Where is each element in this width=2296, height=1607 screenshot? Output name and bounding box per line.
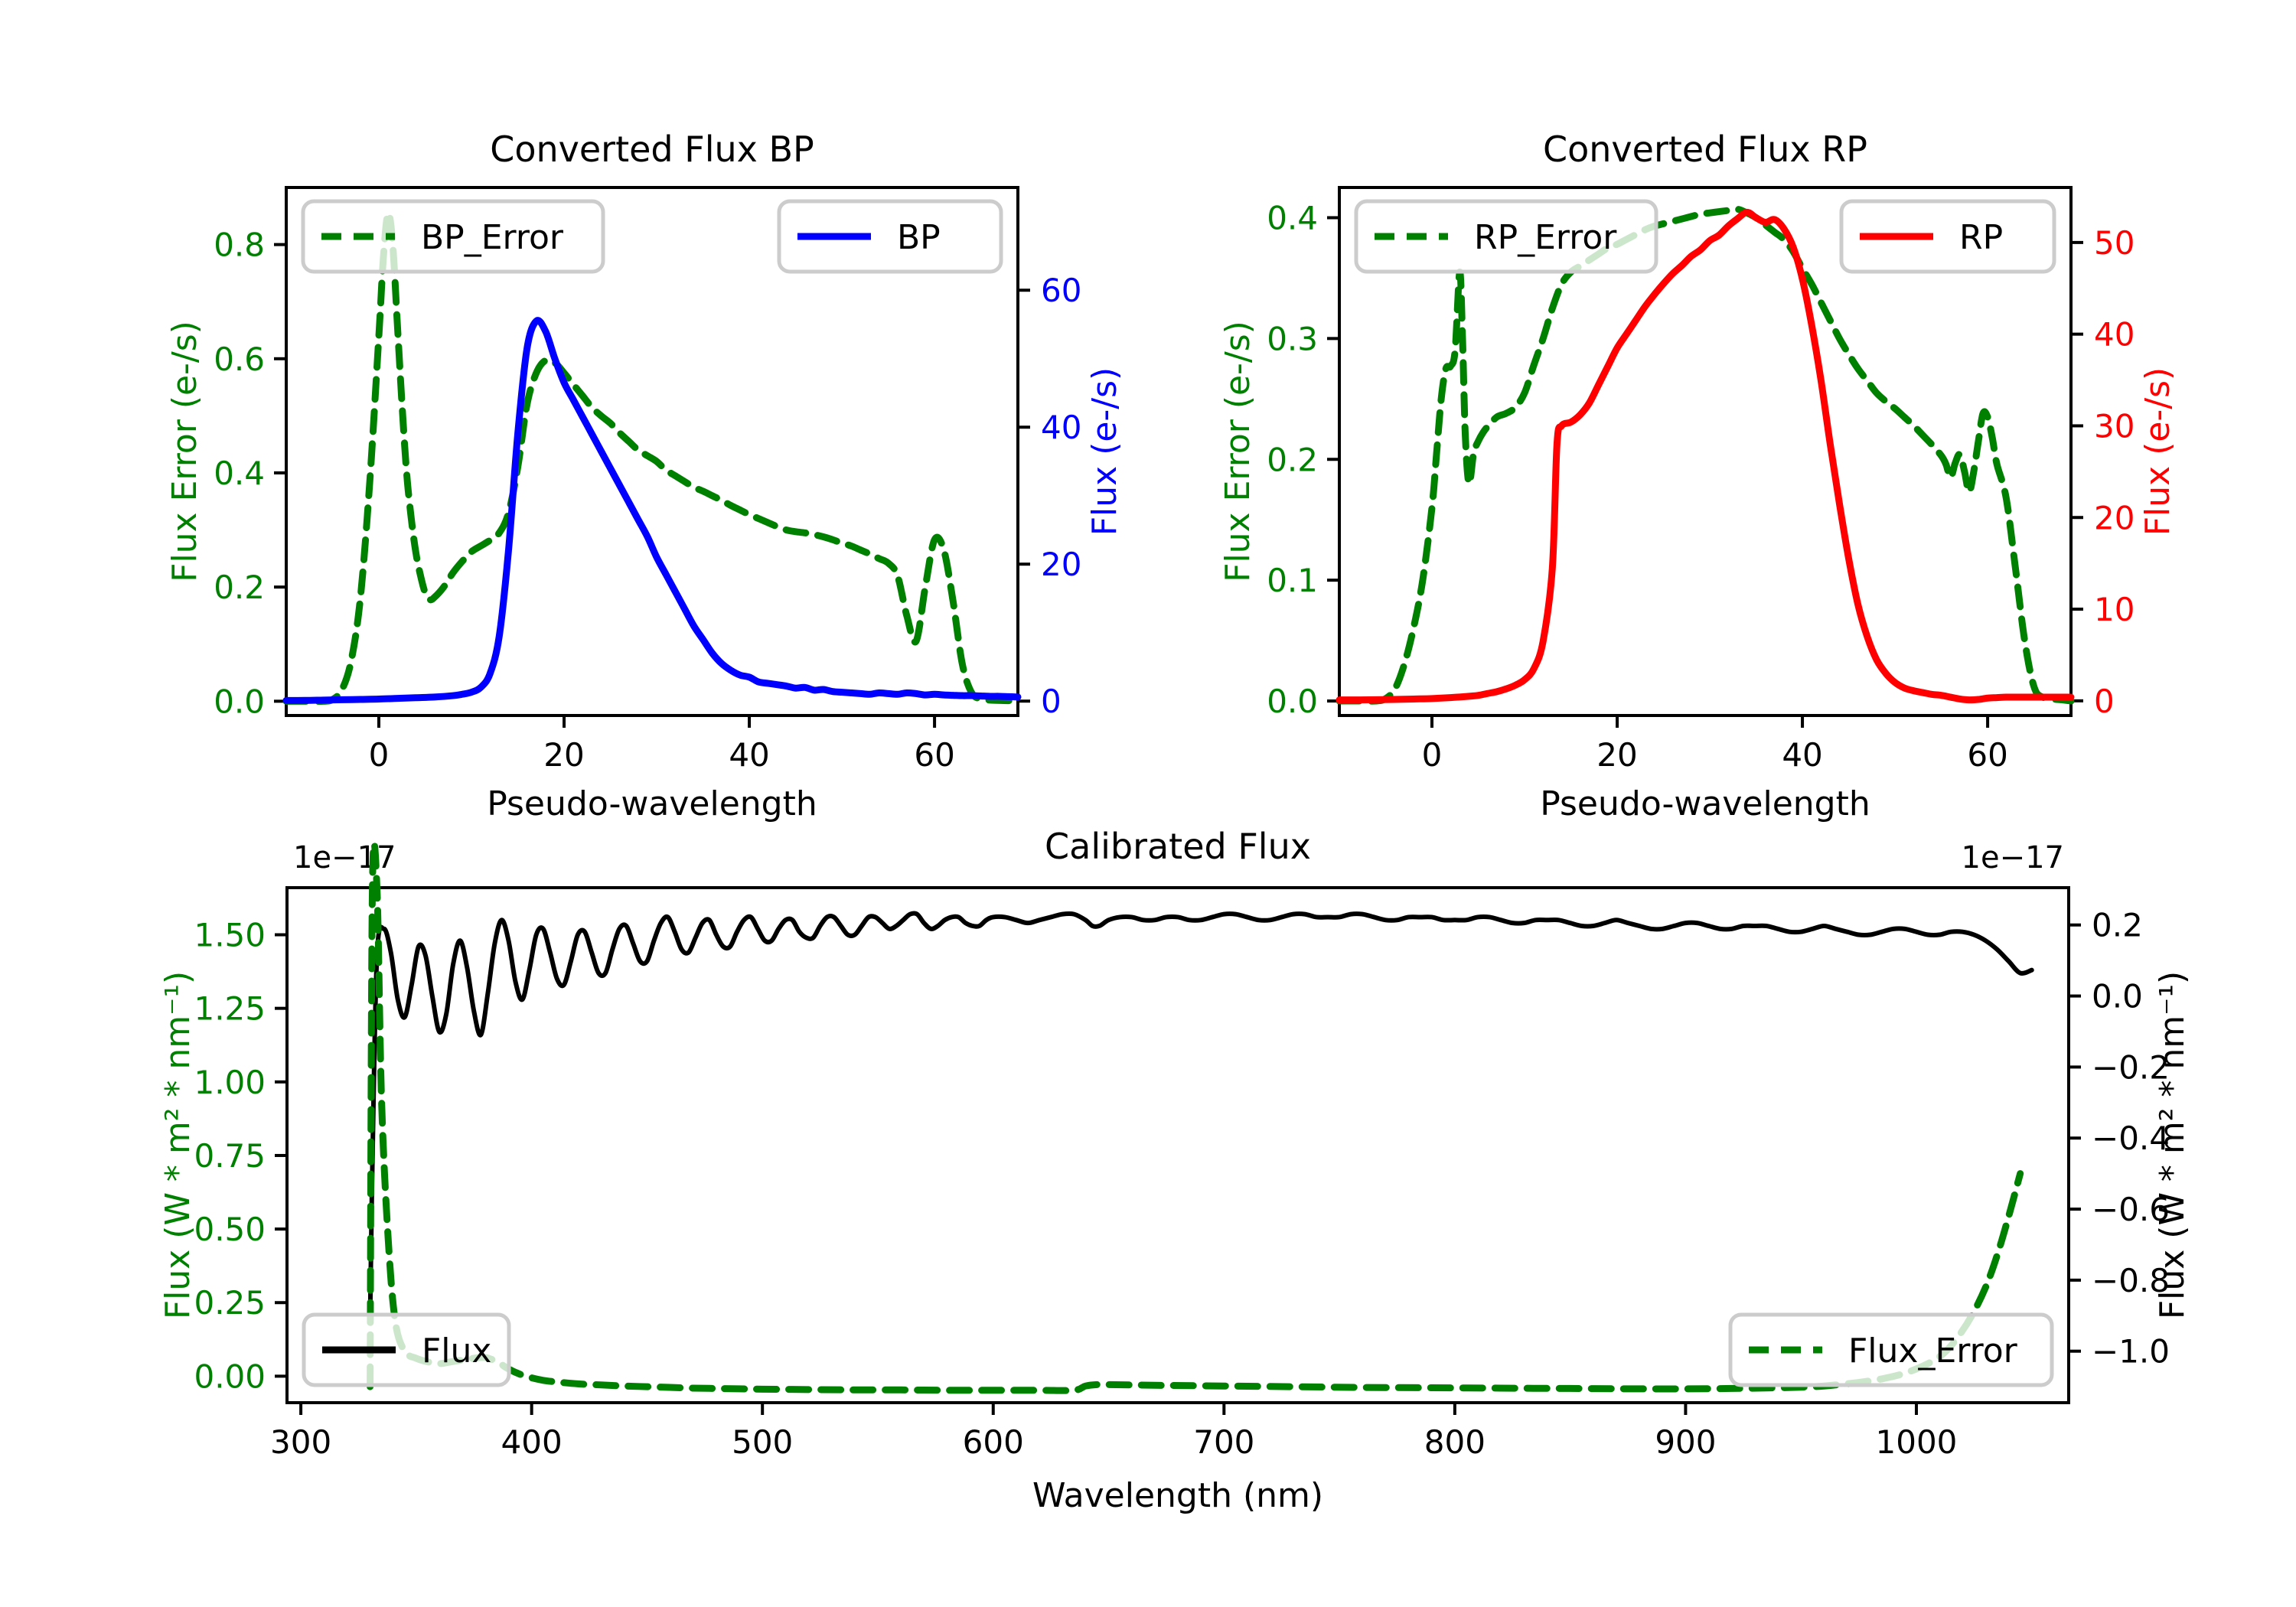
cf-xaxis-label: Wavelength (nm) [1032, 1476, 1323, 1515]
rp-xaxis-label: Pseudo-wavelength [1540, 784, 1870, 823]
bp-xtick-label: 20 [543, 736, 584, 774]
rp-legend-error: RP_Error [1354, 199, 1658, 274]
cf-xtick-label: 1000 [1876, 1423, 1958, 1461]
bp-ytick-label-right: 60 [1041, 272, 1081, 309]
cf-ytick-label-left: 1.00 [194, 1064, 266, 1101]
series-rp [1336, 208, 2075, 704]
bp-ytick-label-left: 0.8 [214, 227, 265, 264]
rp-yaxis-label-left: Flux Error (e-/s) [1218, 321, 1257, 582]
bp-ytick-label-left: 0.4 [214, 455, 265, 492]
cf-ytick-label-right: −0.2 [2092, 1048, 2170, 1086]
rp-xtick-label: 60 [1967, 736, 2007, 774]
rp-ytick-label-right: 10 [2094, 591, 2135, 628]
bp-plot-area [285, 186, 1019, 717]
cf-ytick-label-left: 0.25 [194, 1284, 266, 1322]
bp-xtick-label: 60 [914, 736, 954, 774]
bp-ytick-label-left: 0.0 [214, 683, 265, 720]
bp-legend-error: BP_Error [301, 199, 605, 274]
bp-legend-flux: BP [777, 199, 1003, 274]
bp-panel-title: Converted Flux BP [490, 129, 814, 170]
legend-frame [777, 199, 1003, 274]
cf-yaxis-label-left: Flux (W * m² * nm⁻¹) [158, 971, 197, 1319]
legend-frame [302, 1312, 511, 1387]
cf-ytick-label-right: −0.4 [2092, 1120, 2170, 1157]
cf-xtick-label: 900 [1655, 1423, 1716, 1461]
rp-legend-flux: RP [1839, 199, 2056, 274]
rp-yaxis-label-right: Flux (e-/s) [2138, 367, 2177, 536]
cf-ytick-label-left: 1.25 [194, 990, 266, 1028]
cf-ytick-label-right: −0.6 [2092, 1191, 2170, 1228]
cf-ytick-label-left: 0.50 [194, 1211, 266, 1248]
cf-ytick-label-right: 0.2 [2092, 907, 2143, 944]
legend-label-flux: Flux [422, 1332, 491, 1371]
cf-legend-flux: Flux [302, 1312, 511, 1387]
bp-yaxis-label-right: Flux (e-/s) [1085, 367, 1124, 536]
rp-xtick-label: 0 [1422, 736, 1443, 774]
calibrated-plot-area [285, 886, 2070, 1404]
bp-ytick-label-right: 0 [1041, 683, 1062, 720]
legend-label-flux_error: Flux_Error [1848, 1332, 2018, 1371]
rp-ytick-label-right: 30 [2094, 407, 2135, 445]
rp-ytick-label-right: 40 [2094, 316, 2135, 354]
bp-ytick-label-right: 20 [1041, 546, 1081, 583]
bp-ytick-label-left: 0.6 [214, 341, 265, 378]
bp-yaxis-label-left: Flux Error (e-/s) [165, 321, 204, 582]
series-bp [282, 317, 1022, 704]
rp-panel-title: Converted Flux RP [1543, 129, 1867, 170]
plot-frame [285, 186, 1019, 717]
legend-label-bp_error: BP_Error [421, 218, 564, 257]
rp-ytick-label-left: 0.2 [1267, 441, 1318, 478]
cf-ytick-label-right: −0.8 [2092, 1262, 2170, 1299]
cf-xtick-label: 800 [1424, 1423, 1486, 1461]
rp-xtick-label: 40 [1782, 736, 1822, 774]
cf-xtick-label: 300 [270, 1423, 331, 1461]
legend-frame [301, 199, 605, 274]
series-bp_error [282, 210, 1022, 706]
cf-ytick-label-left: 0.00 [194, 1358, 266, 1395]
cf-legend-flux-error: Flux_Error [1728, 1312, 2054, 1387]
calibrated-offset-left: 1e−17 [293, 840, 396, 875]
cf-xtick-label: 600 [963, 1423, 1024, 1461]
bp-ytick-label-left: 0.2 [214, 569, 265, 606]
series-flux [367, 911, 2034, 1323]
cf-xtick-label: 500 [732, 1423, 793, 1461]
bp-xtick-label: 40 [729, 736, 769, 774]
bp-xaxis-label: Pseudo-wavelength [487, 784, 817, 823]
rp-xtick-label: 20 [1596, 736, 1637, 774]
legend-label-rp: RP [1959, 218, 2003, 257]
cf-ytick-label-left: 0.75 [194, 1137, 266, 1175]
cf-ytick-label-left: 1.50 [194, 917, 266, 954]
cf-ytick-label-right: −1.0 [2092, 1333, 2170, 1371]
rp-ytick-label-left: 0.3 [1267, 320, 1318, 357]
series-rp_error [1336, 205, 2075, 705]
legend-label-rp_error: RP_Error [1474, 218, 1617, 257]
rp-plot-area [1338, 186, 2073, 717]
cf-yaxis-label-right: Flux (W * m² * nm⁻¹) [2153, 971, 2192, 1319]
rp-ytick-label-left: 0.0 [1267, 683, 1318, 720]
plot-frame [285, 886, 2070, 1404]
rp-ytick-label-right: 20 [2094, 499, 2135, 536]
legend-frame [1728, 1312, 2054, 1387]
rp-ytick-label-right: 0 [2094, 683, 2115, 720]
bp-ytick-label-right: 40 [1041, 409, 1081, 446]
bp-xtick-label: 0 [369, 736, 390, 774]
legend-label-bp: BP [897, 218, 941, 257]
cf-ytick-label-right: 0.0 [2092, 978, 2143, 1015]
calibrated-panel-title: Calibrated Flux [1045, 826, 1311, 867]
cf-xtick-label: 700 [1193, 1423, 1254, 1461]
rp-ytick-label-right: 50 [2094, 224, 2135, 262]
rp-ytick-label-left: 0.1 [1267, 562, 1318, 599]
cf-xtick-label: 400 [501, 1423, 563, 1461]
plot-frame [1338, 186, 2073, 717]
rp-ytick-label-left: 0.4 [1267, 199, 1318, 236]
legend-frame [1839, 199, 2056, 274]
calibrated-offset-right: 1e−17 [1962, 840, 2064, 875]
legend-frame [1354, 199, 1658, 274]
